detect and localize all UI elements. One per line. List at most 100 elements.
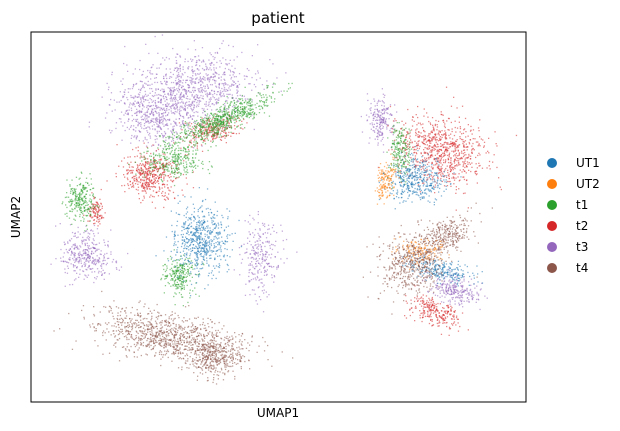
scatter-point [165, 68, 167, 70]
scatter-point [429, 303, 431, 305]
scatter-point [465, 131, 467, 133]
scatter-point [172, 191, 175, 194]
scatter-point [392, 120, 395, 122]
scatter-point [402, 146, 404, 149]
scatter-point [251, 99, 253, 101]
scatter-point [263, 266, 266, 269]
scatter-point [168, 94, 170, 96]
scatter-point [262, 260, 264, 262]
scatter-point [493, 154, 495, 156]
scatter-point [465, 157, 467, 159]
scatter-point [374, 111, 376, 113]
scatter-point [237, 108, 239, 110]
scatter-point [172, 87, 174, 89]
scatter-point [456, 318, 459, 320]
scatter-point [447, 310, 449, 313]
scatter-point [134, 177, 136, 180]
scatter-point [253, 128, 255, 131]
scatter-point [486, 167, 488, 169]
scatter-point [145, 192, 147, 194]
scatter-point [137, 171, 139, 173]
scatter-point [469, 288, 472, 291]
scatter-point [197, 149, 199, 151]
scatter-point [55, 225, 57, 227]
scatter-point [455, 155, 457, 157]
scatter-point [74, 252, 76, 254]
scatter-point [175, 84, 177, 86]
scatter-point [157, 106, 159, 108]
scatter-point [96, 210, 98, 213]
scatter-point [50, 263, 52, 265]
scatter-point [375, 113, 377, 115]
scatter-point [471, 133, 473, 135]
scatter-point [212, 137, 214, 140]
scatter-point [259, 278, 261, 281]
scatter-point [231, 110, 233, 112]
scatter-point [265, 237, 268, 239]
scatter-point [187, 90, 190, 92]
scatter-point [435, 133, 437, 135]
scatter-point [134, 100, 136, 102]
scatter-point [262, 255, 264, 257]
scatter-point [457, 146, 460, 148]
scatter-point [92, 257, 94, 259]
scatter-point [257, 248, 259, 250]
scatter-point [201, 138, 203, 140]
scatter-point [116, 144, 118, 146]
scatter-point [213, 135, 216, 138]
scatter-point [178, 112, 180, 114]
scatter-point [453, 314, 455, 316]
scatter-point [168, 143, 171, 145]
scatter-point [382, 136, 384, 139]
scatter-point [451, 167, 454, 169]
scatter-point [455, 316, 458, 319]
scatter-point [248, 281, 250, 283]
scatter-point [255, 244, 257, 246]
scatter-point [151, 83, 153, 85]
scatter-point [439, 131, 441, 133]
scatter-point [468, 162, 470, 164]
scatter-point [424, 137, 427, 140]
scatter-point [176, 83, 178, 85]
scatter-point [172, 112, 174, 114]
scatter-point [184, 103, 186, 105]
scatter-point [447, 154, 449, 157]
scatter-point [409, 132, 411, 134]
scatter-point [407, 163, 409, 165]
scatter-point [435, 284, 437, 286]
scatter-point [219, 107, 221, 109]
scatter-point [210, 64, 212, 66]
scatter-point [240, 110, 242, 113]
scatter-point [208, 79, 210, 81]
scatter-point [243, 118, 245, 121]
scatter-point [213, 90, 216, 93]
scatter-point [377, 142, 379, 144]
scatter-point [214, 75, 216, 77]
scatter-point [147, 94, 149, 96]
scatter-point [89, 206, 91, 208]
scatter-point [147, 84, 149, 86]
scatter-point [85, 259, 87, 261]
scatter-point [79, 245, 81, 247]
scatter-point [224, 111, 226, 113]
scatter-point [446, 165, 448, 167]
scatter-point [170, 186, 172, 188]
scatter-point [455, 131, 457, 133]
scatter-point [160, 158, 163, 160]
scatter-point [237, 111, 239, 113]
scatter-point [237, 86, 239, 89]
scatter-point [266, 296, 268, 298]
scatter-point [63, 241, 65, 243]
scatter-point [238, 132, 240, 135]
scatter-point [73, 243, 75, 246]
scatter-point [428, 145, 430, 147]
scatter-point [84, 243, 86, 246]
scatter-point [131, 186, 133, 188]
scatter-point [161, 192, 163, 194]
scatter-point [181, 131, 183, 134]
scatter-point [431, 320, 433, 322]
scatter-point [255, 107, 257, 109]
scatter-point [372, 114, 374, 116]
scatter-point [96, 206, 99, 208]
scatter-point [446, 321, 448, 324]
